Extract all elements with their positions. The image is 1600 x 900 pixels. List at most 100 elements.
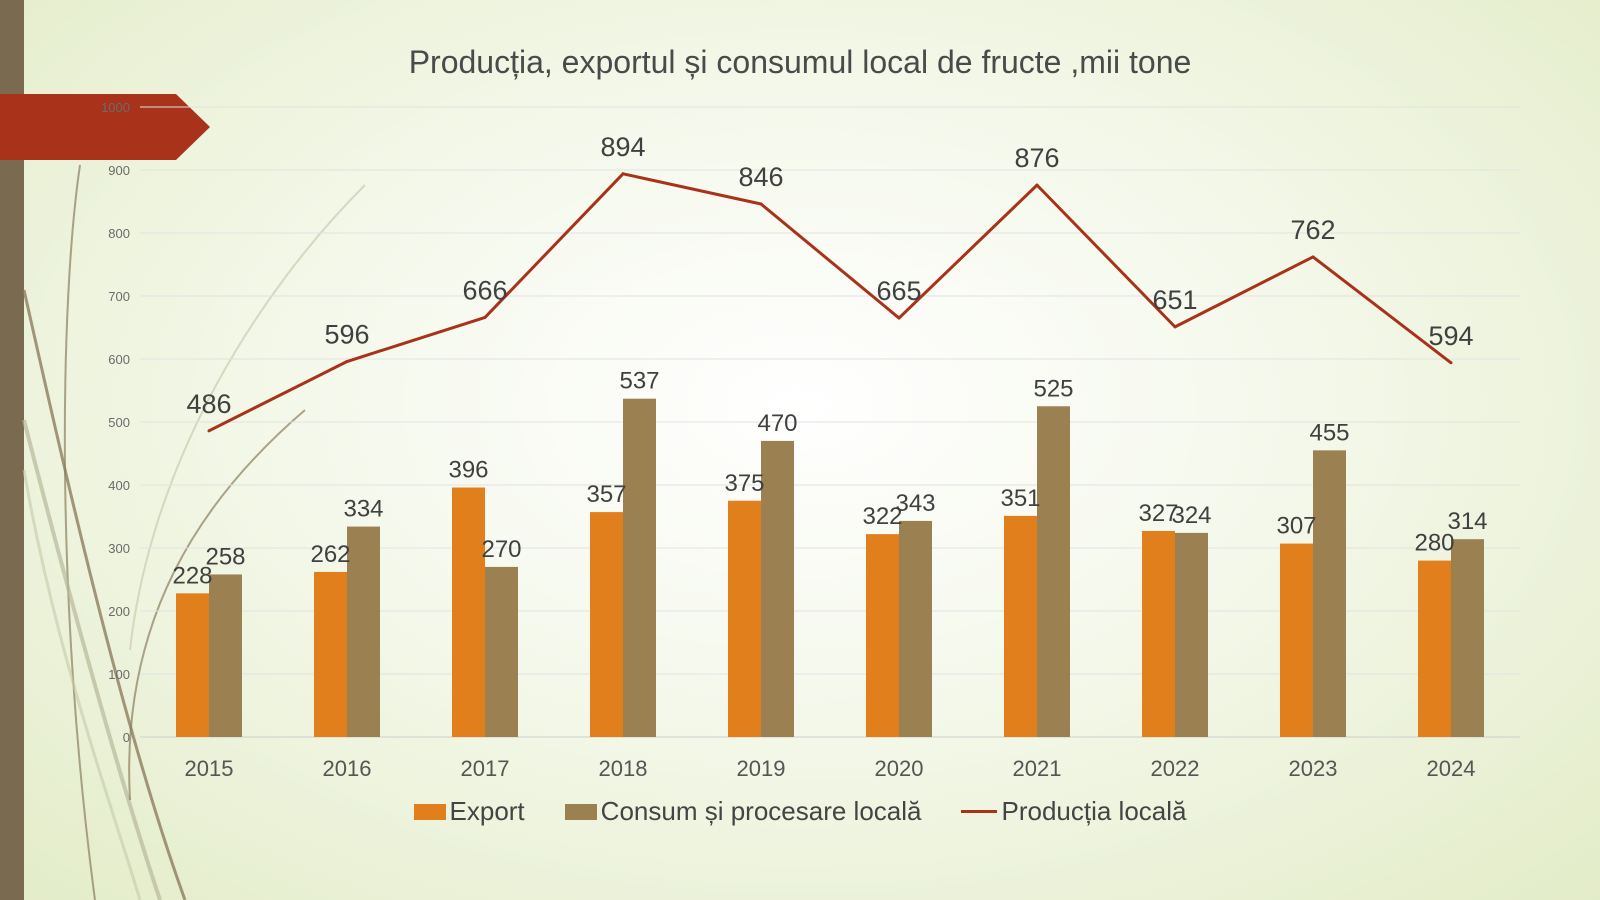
bar-consum bbox=[623, 398, 656, 737]
line-point bbox=[1311, 255, 1315, 259]
data-label: 537 bbox=[619, 368, 659, 395]
bar-export bbox=[866, 534, 899, 737]
bar-export bbox=[314, 571, 347, 737]
y-tick-label: 400 bbox=[108, 478, 130, 493]
line-point bbox=[759, 202, 763, 206]
legend-label-consum: Consum și procesare locală bbox=[600, 796, 922, 826]
y-tick-label: 300 bbox=[108, 541, 130, 556]
data-label: 262 bbox=[310, 541, 350, 568]
data-label: 327 bbox=[1138, 500, 1178, 527]
line-point bbox=[1173, 325, 1177, 329]
data-label: 314 bbox=[1447, 508, 1487, 535]
bar-export bbox=[1280, 543, 1313, 737]
line-series bbox=[207, 172, 1453, 433]
x-tick-label: 2016 bbox=[323, 756, 372, 781]
line-data-label: 876 bbox=[1014, 143, 1059, 173]
y-tick-label: 0 bbox=[123, 730, 130, 745]
title-arrow-shape bbox=[0, 94, 210, 160]
decorative-curves bbox=[22, 164, 366, 900]
data-label: 351 bbox=[1000, 485, 1040, 512]
legend-item-productia: Producția locală bbox=[961, 796, 1186, 827]
x-tick-label: 2022 bbox=[1151, 756, 1200, 781]
line-data-label: 846 bbox=[738, 162, 783, 192]
data-label: 334 bbox=[343, 496, 383, 523]
line-data-label: 762 bbox=[1290, 215, 1335, 245]
line-data-label: 594 bbox=[1428, 321, 1473, 351]
data-label: 307 bbox=[1276, 513, 1316, 540]
bar-consum bbox=[347, 526, 380, 737]
data-label: 343 bbox=[895, 490, 935, 517]
bar-export bbox=[590, 512, 623, 737]
bar-export bbox=[176, 593, 209, 737]
y-tick-label: 700 bbox=[108, 289, 130, 304]
x-tick-label: 2020 bbox=[875, 756, 924, 781]
y-tick-label: 200 bbox=[108, 604, 130, 619]
bar-export bbox=[1418, 560, 1451, 737]
x-tick-label: 2018 bbox=[599, 756, 648, 781]
bar-consum bbox=[761, 440, 794, 737]
data-label: 470 bbox=[757, 410, 797, 437]
x-tick-label: 2015 bbox=[185, 756, 234, 781]
legend-item-consum: Consum și procesare locală bbox=[564, 796, 922, 827]
line-point bbox=[207, 429, 211, 433]
data-label: 357 bbox=[586, 481, 626, 508]
x-tick-label: 2023 bbox=[1289, 756, 1338, 781]
x-tick-label: 2024 bbox=[1427, 756, 1476, 781]
y-tick-label: 500 bbox=[108, 415, 130, 430]
bars bbox=[176, 398, 1484, 737]
y-tick-label: 900 bbox=[108, 163, 130, 178]
x-tick-label: 2021 bbox=[1013, 756, 1062, 781]
data-label: 525 bbox=[1033, 375, 1073, 402]
legend: Export Consum și procesare locală Produc… bbox=[0, 796, 1600, 827]
line-point bbox=[621, 172, 625, 176]
legend-swatch-consum bbox=[564, 803, 597, 820]
data-label: 375 bbox=[724, 470, 764, 497]
bar-consum bbox=[209, 574, 242, 737]
legend-label-productia: Producția locală bbox=[1001, 796, 1187, 826]
bar-export bbox=[728, 500, 761, 737]
bar-consum bbox=[1313, 450, 1346, 737]
data-label: 322 bbox=[862, 503, 902, 530]
bar-consum bbox=[485, 566, 518, 737]
data-label: 324 bbox=[1171, 502, 1211, 529]
data-labels: 228 262 396 357 375 322 351 327 307 280 258 334 270 5… bbox=[172, 132, 1487, 590]
line-data-label: 596 bbox=[324, 320, 369, 350]
bar-consum bbox=[1451, 539, 1484, 737]
bar-export bbox=[1142, 530, 1175, 737]
y-tick-label: 800 bbox=[108, 226, 130, 241]
legend-swatch-export bbox=[413, 803, 446, 820]
data-label: 270 bbox=[481, 536, 521, 563]
x-tick-label: 2019 bbox=[737, 756, 786, 781]
bar-consum bbox=[899, 520, 932, 737]
y-tick-label: 1000 bbox=[101, 100, 130, 115]
bar-export bbox=[452, 487, 485, 737]
bar-consum bbox=[1037, 406, 1070, 737]
bar-consum bbox=[1175, 532, 1208, 737]
data-label: 258 bbox=[205, 543, 245, 570]
line-point bbox=[345, 360, 349, 364]
data-label: 228 bbox=[172, 562, 212, 589]
x-tick-label: 2017 bbox=[461, 756, 510, 781]
bar-export bbox=[1004, 515, 1037, 737]
line-productia bbox=[208, 172, 1452, 433]
y-tick-label: 600 bbox=[108, 352, 130, 367]
chart-title: Producția, exportul și consumul local de… bbox=[408, 44, 1192, 80]
legend-swatch-productia bbox=[961, 810, 998, 813]
y-axis-ticks: 0 100 200 300 400 500 600 700 800 900 1000 bbox=[101, 100, 130, 745]
y-tick-label: 100 bbox=[108, 667, 130, 682]
line-data-label: 894 bbox=[600, 132, 645, 162]
line-point bbox=[1035, 183, 1039, 187]
legend-label-export: Export bbox=[449, 796, 525, 826]
data-label: 280 bbox=[1414, 530, 1454, 557]
line-point bbox=[483, 315, 487, 319]
line-point bbox=[897, 316, 901, 320]
line-data-label: 486 bbox=[186, 389, 231, 419]
line-point bbox=[1449, 361, 1453, 365]
legend-item-export: Export bbox=[413, 796, 525, 827]
line-data-label: 665 bbox=[876, 276, 921, 306]
data-label: 455 bbox=[1309, 419, 1349, 446]
line-data-label: 651 bbox=[1152, 285, 1197, 315]
line-data-label: 666 bbox=[462, 275, 507, 305]
